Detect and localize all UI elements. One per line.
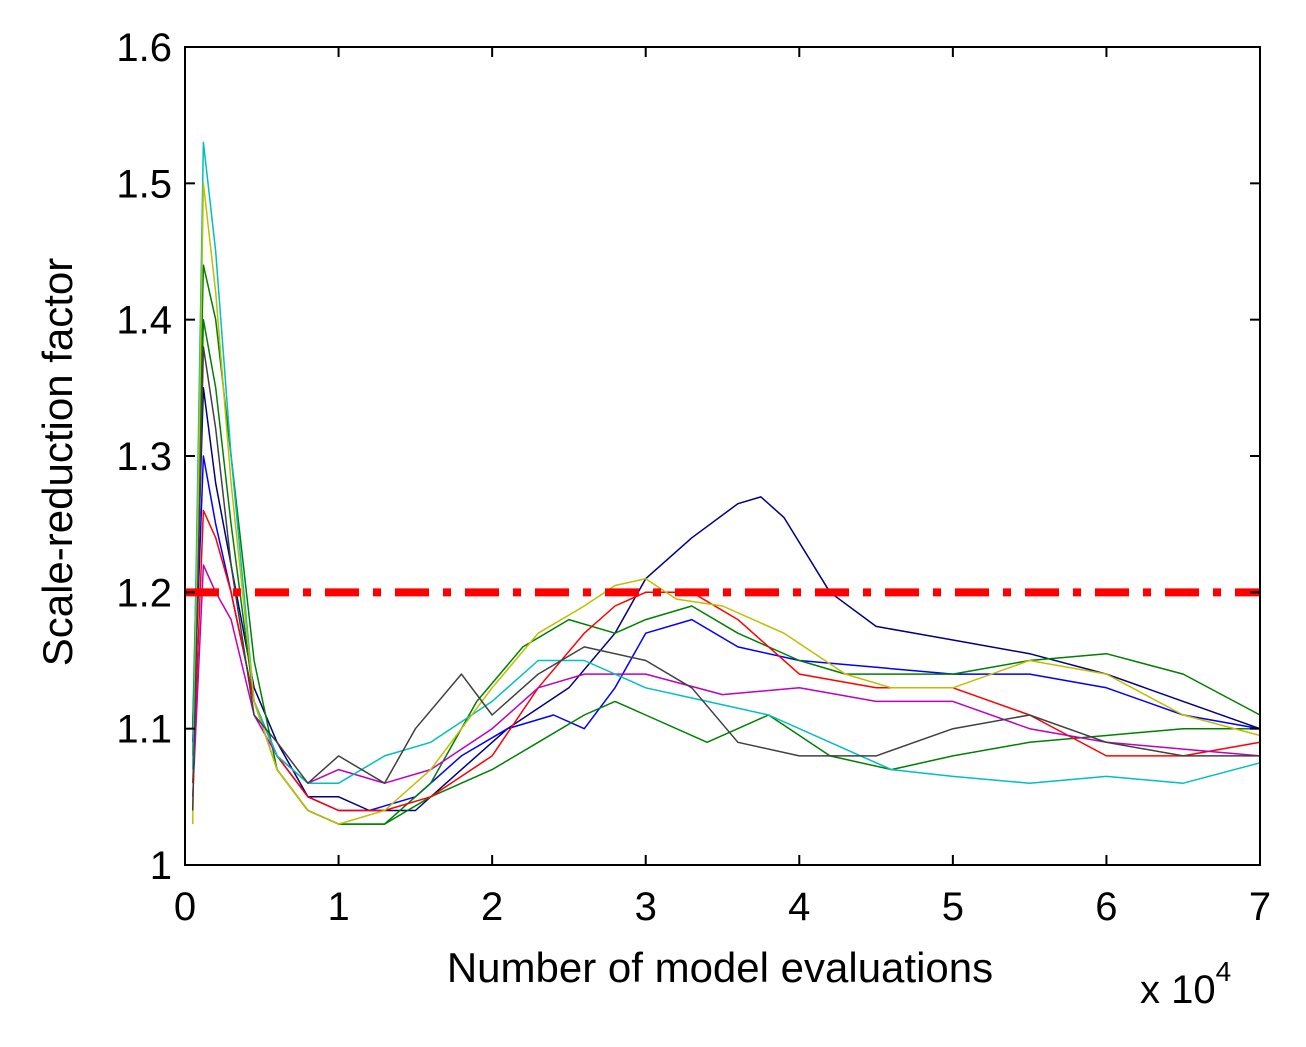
y-tick-label: 1.2 [116, 571, 172, 615]
x-axis-label: Number of model evaluations [447, 944, 993, 991]
x-exponent-prefix: x 10 [1140, 968, 1216, 1012]
series-line-dark-gray [191, 346, 1260, 811]
series-line-olive [191, 182, 1261, 825]
series-layer [191, 141, 1261, 825]
plot-background [185, 47, 1260, 865]
y-tick-label: 1.3 [116, 435, 172, 479]
series-line-cyan [191, 141, 1261, 784]
x-tick-label: 3 [635, 885, 657, 929]
x-tick-label: 7 [1249, 885, 1271, 929]
x-tick-label: 2 [481, 885, 503, 929]
x-tick-label: 5 [942, 885, 964, 929]
y-tick-label: 1.5 [116, 162, 172, 206]
series-line-green [191, 264, 1261, 825]
y-axis-label: Scale-reduction factor [34, 258, 81, 667]
series-line-navy [191, 387, 1261, 812]
y-tick-labels: 1 1.1 1.2 1.3 1.4 1.5 1.6 [116, 26, 172, 888]
tick-marks [184, 46, 1261, 866]
x-exponent-label: x 104 [1140, 956, 1231, 1012]
y-tick-label: 1.1 [116, 708, 172, 752]
x-tick-label: 0 [174, 885, 196, 929]
y-tick-label: 1.6 [116, 26, 172, 70]
y-tick-label: 1 [150, 844, 172, 888]
series-line-magenta [191, 564, 1261, 797]
x-tick-label: 1 [327, 885, 349, 929]
x-exponent-power: 4 [1216, 956, 1232, 987]
x-tick-labels: 0 1 2 3 4 5 6 7 [174, 885, 1271, 929]
x-tick-label: 4 [788, 885, 810, 929]
x-tick-label: 6 [1095, 885, 1117, 929]
y-tick-label: 1.4 [116, 299, 172, 343]
